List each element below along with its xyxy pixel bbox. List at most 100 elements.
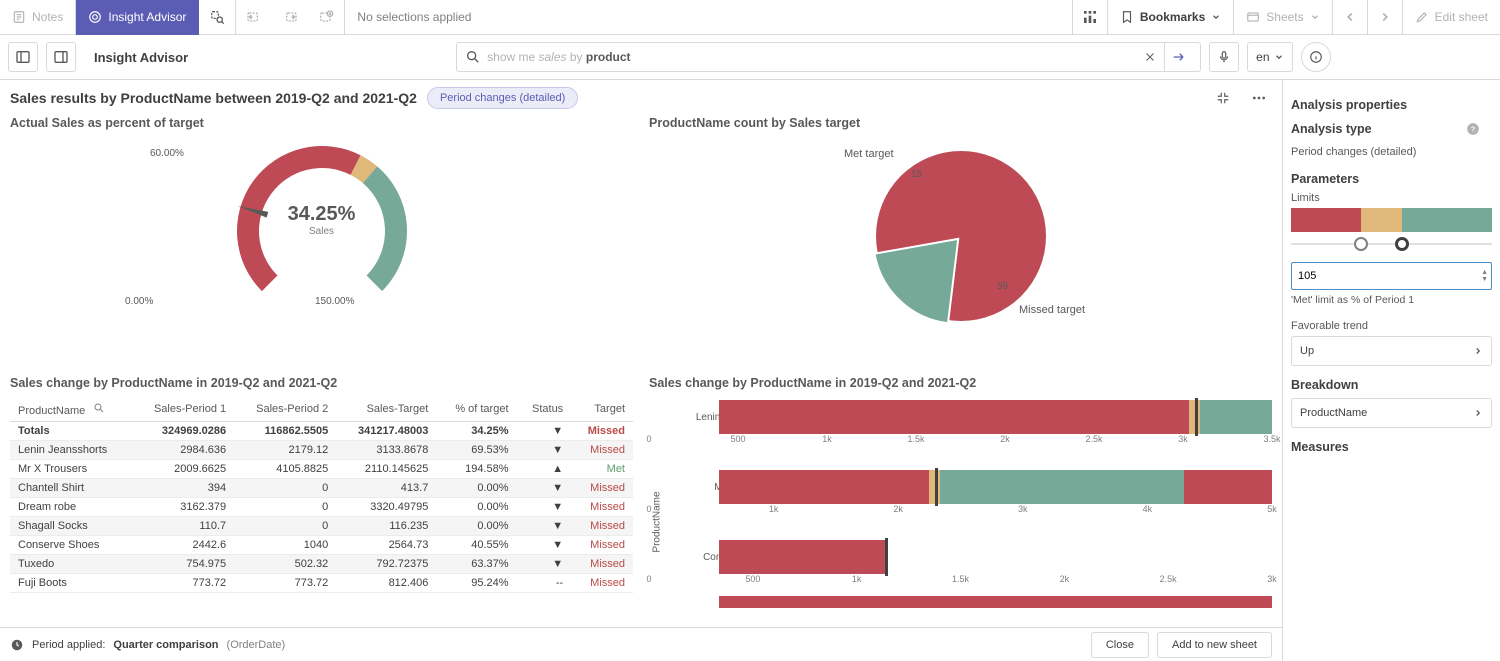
table-row[interactable]: Shagall Socks110.70116.2350.00%▼Missed — [10, 517, 633, 536]
table-col-header[interactable]: Sales-Target — [336, 396, 436, 422]
table-row[interactable]: Tuxedo754.975502.32792.7237563.37%▼Misse… — [10, 555, 633, 574]
limits-bar — [1291, 208, 1492, 232]
table-row[interactable]: Conserve Shoes2442.610402564.7340.55%▼Mi… — [10, 536, 633, 555]
smart-search-button[interactable] — [199, 0, 236, 35]
gauge-center: 34.25% Sales — [288, 203, 356, 237]
footer: Period applied: Quarter comparison (Orde… — [0, 627, 1282, 661]
top-toolbar: Notes Insight Advisor No selections appl… — [0, 0, 1500, 35]
notes-icon — [12, 10, 26, 24]
bars-chart: Lenin Jeansshorts05001k1.5k2k2.5k3k3.5kM… — [649, 396, 1272, 574]
right-panel-toggle[interactable] — [46, 42, 76, 72]
sheets-button[interactable]: Sheets — [1233, 0, 1331, 35]
search-icon[interactable] — [91, 400, 107, 416]
info-button[interactable] — [1301, 42, 1331, 72]
selections-tool-icon — [1082, 9, 1098, 25]
analysis-type-heading: Analysis type — [1291, 122, 1372, 136]
search-box[interactable]: show me sales by product — [456, 42, 1201, 72]
period-source: (OrderDate) — [227, 639, 286, 651]
left-panel-toggle[interactable] — [8, 42, 38, 72]
limits-caption: 'Met' limit as % of Period 1 — [1291, 294, 1492, 306]
limits-stepper[interactable]: ▲▼ — [1481, 269, 1488, 283]
table-col-header[interactable]: Target — [571, 396, 633, 422]
bar-area — [719, 400, 1272, 434]
gauge-value: 34.25% — [288, 203, 356, 226]
fullscreen-button[interactable] — [1210, 85, 1236, 111]
bookmarks-button[interactable]: Bookmarks — [1107, 0, 1233, 35]
limits-slider[interactable] — [1291, 234, 1492, 254]
language-value: en — [1256, 50, 1269, 64]
help-button[interactable]: ? — [1466, 122, 1480, 139]
bar-area — [719, 470, 1272, 504]
slider-thumb[interactable] — [1354, 237, 1368, 251]
pie-svg — [861, 146, 1061, 326]
submit-search-button[interactable] — [1164, 42, 1192, 72]
table-panel: Sales change by ProductName in 2019-Q2 a… — [10, 376, 633, 661]
arrow-right-icon — [1171, 49, 1187, 65]
sheets-icon — [1246, 10, 1260, 24]
chevron-down-icon — [1211, 12, 1221, 22]
measures-heading: Measures — [1291, 440, 1492, 454]
analysis-chip[interactable]: Period changes (detailed) — [427, 87, 578, 109]
parameters-heading: Parameters — [1291, 172, 1492, 186]
step-back-button[interactable] — [236, 0, 272, 35]
prev-sheet-button[interactable] — [1332, 0, 1367, 35]
search-text: show me sales by product — [481, 50, 1136, 64]
table-totals-row: Totals324969.0286116862.5505341217.48003… — [10, 422, 633, 441]
bars-title: Sales change by ProductName in 2019-Q2 a… — [649, 376, 1272, 390]
step-forward-icon — [282, 9, 298, 25]
insight-advisor-button[interactable]: Insight Advisor — [76, 0, 199, 35]
language-select[interactable]: en — [1247, 42, 1292, 72]
clear-selections-button[interactable] — [308, 0, 345, 35]
clear-search-button[interactable] — [1136, 42, 1164, 72]
next-sheet-button[interactable] — [1367, 0, 1402, 35]
table-col-header[interactable]: Sales-Period 2 — [234, 396, 336, 422]
gauge-label-150: 150.00% — [315, 296, 354, 307]
edit-sheet-label: Edit sheet — [1435, 10, 1488, 24]
slider-thumb[interactable] — [1395, 237, 1409, 251]
bar-axis: 05001k1.5k2k2.5k3k — [649, 574, 1272, 588]
add-to-sheet-button[interactable]: Add to new sheet — [1157, 632, 1272, 658]
chevron-right-icon — [1473, 346, 1483, 356]
bar-area — [719, 540, 1272, 574]
table-row[interactable]: Fuji Boots773.72773.72812.40695.24%--Mis… — [10, 574, 633, 593]
pie-missed-label: Missed target — [1019, 304, 1085, 316]
svg-text:?: ? — [1471, 126, 1475, 133]
voice-search-button[interactable] — [1209, 42, 1239, 72]
gauge-chart: 34.25% Sales 60.00% 0.00% 150.00% — [10, 136, 633, 336]
table-col-header[interactable]: Status — [517, 396, 572, 422]
dots-icon — [1251, 90, 1267, 106]
properties-sidebar: Analysis properties Analysis type ? Peri… — [1282, 80, 1500, 661]
table-col-header[interactable]: % of target — [436, 396, 516, 422]
table-header-row: ProductNameSales-Period 1Sales-Period 2S… — [10, 396, 633, 422]
table-row[interactable]: Mr X Trousers2009.66254105.88252110.1456… — [10, 460, 633, 479]
table-row[interactable]: Chantell Shirt3940413.70.00%▼Missed — [10, 479, 633, 498]
table-row[interactable]: Lenin Jeansshorts2984.6362179.123133.867… — [10, 441, 633, 460]
chevron-down-icon — [1310, 12, 1320, 22]
selections-tool-button[interactable] — [1072, 0, 1107, 35]
more-button[interactable] — [1246, 85, 1272, 111]
trend-select[interactable]: Up — [1291, 336, 1492, 366]
panels-grid: Actual Sales as percent of target 34.25%… — [0, 116, 1282, 661]
limits-input-wrap: ▲▼ — [1291, 262, 1492, 290]
gauge-label-60: 60.00% — [150, 148, 184, 159]
table-row[interactable]: Dream robe3162.37903320.497950.00%▼Misse… — [10, 498, 633, 517]
step-forward-button[interactable] — [272, 0, 308, 35]
breakdown-select[interactable]: ProductName — [1291, 398, 1492, 428]
bar-row: Conserve Shoes — [719, 540, 1272, 574]
clock-icon — [10, 638, 24, 652]
pie-panel: ProductName count by Sales target Met ta… — [649, 116, 1272, 376]
main: Sales results by ProductName between 201… — [0, 80, 1500, 661]
x-icon — [1144, 51, 1156, 63]
table-col-header[interactable]: Sales-Period 1 — [132, 396, 234, 422]
close-button[interactable]: Close — [1091, 632, 1149, 658]
edit-sheet-button[interactable]: Edit sheet — [1402, 0, 1500, 35]
notes-button[interactable]: Notes — [0, 0, 76, 35]
limits-label: Limits — [1291, 192, 1492, 204]
panel-left-icon — [15, 49, 31, 65]
page-title: Sales results by ProductName between 201… — [10, 90, 417, 106]
pie-met-label: Met target — [844, 148, 894, 160]
table-scroll[interactable]: ProductNameSales-Period 1Sales-Period 2S… — [10, 396, 633, 593]
table-col-header[interactable]: ProductName — [10, 396, 132, 422]
limits-input[interactable] — [1291, 262, 1492, 290]
chevron-down-icon — [1274, 52, 1284, 62]
